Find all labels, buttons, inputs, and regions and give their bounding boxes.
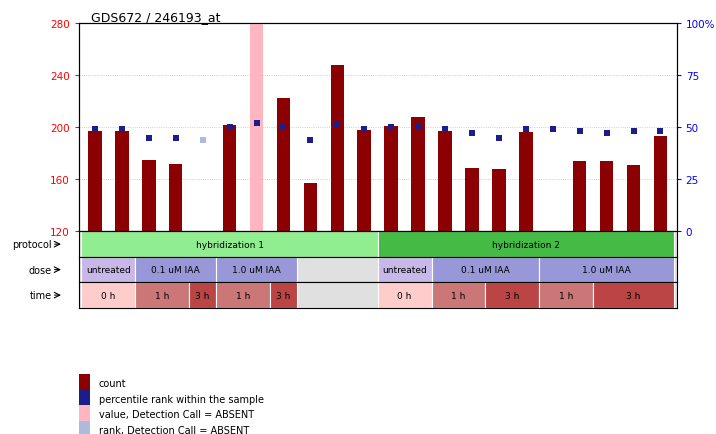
Bar — [79, 390, 90, 408]
Bar — [304, 184, 317, 232]
Bar — [492, 169, 505, 232]
Bar — [626, 166, 640, 232]
Text: 0.1 uM IAA: 0.1 uM IAA — [461, 266, 510, 274]
Bar — [82, 283, 135, 308]
Text: GDS672 / 246193_at: GDS672 / 246193_at — [91, 11, 221, 24]
Bar — [82, 232, 378, 257]
Bar — [378, 257, 432, 283]
Bar — [79, 405, 90, 424]
Bar — [593, 283, 674, 308]
Bar — [357, 131, 371, 232]
Bar — [115, 132, 129, 232]
Text: 3 h: 3 h — [195, 291, 210, 300]
Bar — [270, 283, 297, 308]
Text: 1.0 uM IAA: 1.0 uM IAA — [232, 266, 281, 274]
Text: 3 h: 3 h — [505, 291, 520, 300]
Bar — [600, 162, 614, 232]
Text: 1 h: 1 h — [236, 291, 250, 300]
Bar — [79, 421, 90, 434]
Text: 0.1 uM IAA: 0.1 uM IAA — [151, 266, 200, 274]
Bar — [189, 283, 216, 308]
Text: count: count — [99, 378, 126, 388]
Bar — [216, 283, 270, 308]
Text: 1.0 uM IAA: 1.0 uM IAA — [582, 266, 631, 274]
Bar — [539, 257, 674, 283]
Text: 3 h: 3 h — [276, 291, 291, 300]
Bar — [432, 257, 539, 283]
Text: percentile rank within the sample: percentile rank within the sample — [99, 394, 263, 404]
Bar — [485, 283, 539, 308]
Text: time: time — [30, 290, 52, 300]
Text: untreated: untreated — [86, 266, 131, 274]
Text: untreated: untreated — [382, 266, 427, 274]
Bar — [223, 125, 236, 232]
Bar — [142, 161, 155, 232]
Bar — [438, 132, 452, 232]
Bar — [216, 257, 297, 283]
Text: dose: dose — [29, 265, 52, 275]
Bar — [82, 257, 135, 283]
Bar — [331, 66, 344, 232]
Bar — [412, 118, 425, 232]
Text: 0 h: 0 h — [101, 291, 115, 300]
Bar — [79, 374, 90, 392]
Bar — [169, 164, 183, 232]
Bar — [519, 133, 533, 232]
Text: 1 h: 1 h — [559, 291, 574, 300]
Bar — [276, 99, 290, 232]
Text: rank, Detection Call = ABSENT: rank, Detection Call = ABSENT — [99, 425, 249, 434]
Text: 1 h: 1 h — [155, 291, 170, 300]
Bar — [432, 283, 485, 308]
Bar — [539, 283, 593, 308]
Bar — [135, 283, 189, 308]
Bar — [654, 137, 667, 232]
Bar — [573, 162, 586, 232]
Bar — [88, 132, 102, 232]
Bar — [378, 283, 432, 308]
Text: 1 h: 1 h — [451, 291, 465, 300]
Bar — [250, 24, 263, 232]
Text: hybridization 1: hybridization 1 — [195, 240, 263, 249]
Bar — [135, 257, 216, 283]
Text: value, Detection Call = ABSENT: value, Detection Call = ABSENT — [99, 409, 253, 419]
Text: 0 h: 0 h — [397, 291, 412, 300]
Bar — [378, 232, 674, 257]
Text: hybridization 2: hybridization 2 — [492, 240, 560, 249]
Bar — [384, 127, 398, 232]
Text: protocol: protocol — [12, 240, 52, 250]
Bar — [465, 168, 479, 232]
Text: 3 h: 3 h — [626, 291, 641, 300]
